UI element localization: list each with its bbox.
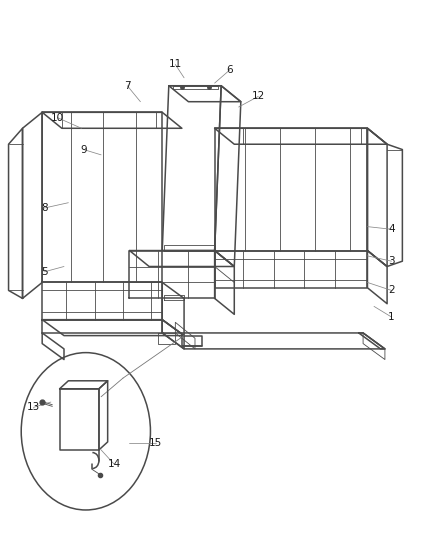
Text: 10: 10 (51, 112, 64, 123)
Text: 14: 14 (108, 459, 121, 469)
Text: 3: 3 (388, 256, 395, 266)
Text: 5: 5 (41, 267, 48, 277)
Text: 4: 4 (388, 224, 395, 235)
Text: 11: 11 (169, 60, 182, 69)
Text: 2: 2 (388, 286, 395, 295)
Text: 12: 12 (252, 91, 265, 101)
Text: 6: 6 (226, 65, 233, 75)
Text: 13: 13 (27, 402, 40, 413)
Text: 7: 7 (124, 81, 131, 91)
Text: 9: 9 (80, 144, 87, 155)
Text: 8: 8 (41, 203, 48, 213)
Text: 1: 1 (388, 312, 395, 322)
Text: 15: 15 (149, 438, 162, 448)
